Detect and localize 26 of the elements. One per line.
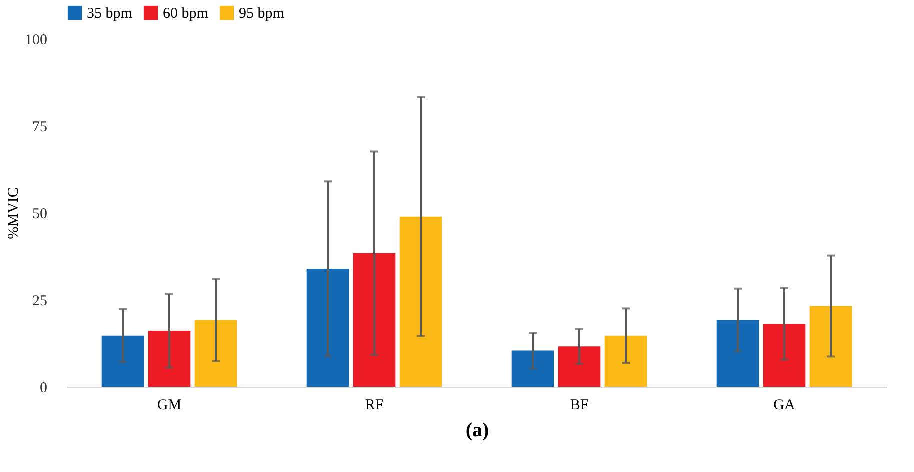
x-axis-title: (a) [466,420,490,442]
y-tick-label: 75 [32,120,48,136]
y-tick-label: 25 [32,294,48,310]
y-tick-label: 0 [40,380,48,396]
x-tick-label: GA [774,398,796,414]
bar [353,253,396,387]
bar [306,269,350,387]
bar [716,320,760,387]
bar [604,336,648,387]
bar [512,350,554,387]
x-tick-label: GM [157,398,182,414]
bar [810,306,852,387]
legend-label: 35 bpm [87,6,133,22]
bar [194,320,238,387]
legend-label: 95 bpm [239,6,285,22]
y-axis-title: %MVIC [6,188,22,240]
bar [763,324,806,387]
bar [558,346,601,387]
bar [148,330,191,387]
x-tick-label: RF [365,398,384,414]
y-tick-label: 100 [25,32,48,48]
legend-label: 60 bpm [163,6,209,22]
y-tick-label: 50 [32,206,48,222]
bar [400,216,442,387]
bar [102,336,144,387]
x-tick-label: BF [570,398,589,414]
